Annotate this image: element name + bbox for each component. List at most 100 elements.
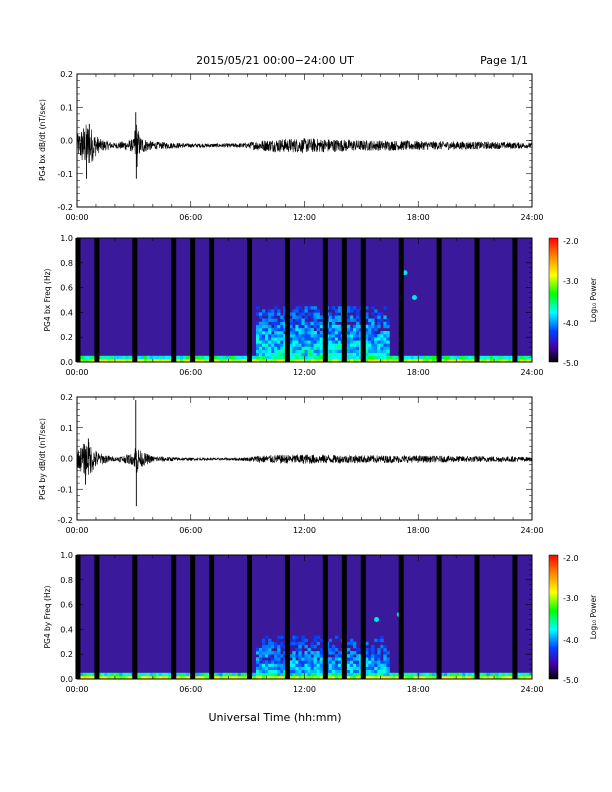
spectrogram-cell — [519, 358, 524, 363]
spectrogram-cell — [271, 321, 275, 326]
spectrogram-cell — [319, 352, 323, 357]
spectrogram-cell — [328, 663, 333, 667]
spectrogram-cell — [146, 675, 151, 680]
spectrogram-cell — [331, 324, 336, 329]
spectrogram-cell — [280, 660, 284, 664]
spectrogram-cell — [350, 663, 354, 667]
spectrogram-cell — [152, 355, 157, 360]
spectrogram-cell — [304, 340, 308, 344]
y-tick-label: 0.2 — [60, 333, 73, 342]
spectrogram-cell — [259, 663, 263, 667]
spectrogram-cell — [365, 334, 369, 338]
spectrogram-cell — [337, 675, 342, 680]
spectrogram-cell — [383, 644, 387, 649]
y-axis-label: PG4 bx Freq (Hz) — [43, 268, 52, 331]
spectrogram-cell — [365, 343, 369, 347]
spectrogram-cell — [371, 358, 375, 363]
spectrogram-cell — [434, 358, 439, 363]
spectrogram-cell — [277, 651, 281, 655]
spectrogram-cell — [274, 334, 278, 338]
spectrogram-cell — [268, 355, 272, 360]
spectrogram-cell — [259, 324, 263, 329]
spectrogram-cell — [289, 654, 293, 658]
spectrogram-cell — [471, 675, 475, 680]
spectrogram-cell — [356, 315, 360, 319]
spectrogram-cell — [331, 334, 336, 338]
spectrogram-cell — [334, 666, 339, 670]
spectrogram-cell — [277, 340, 281, 344]
spectrogram-cell — [262, 654, 266, 658]
spectrogram-cell — [404, 355, 408, 360]
spectrogram-cell — [422, 672, 427, 677]
spectrogram-cell — [313, 358, 317, 363]
spectrogram-cell — [310, 349, 314, 353]
spectrogram-cell — [289, 669, 293, 674]
spectrogram-cell — [277, 343, 281, 347]
spectrogram-cell — [304, 638, 308, 643]
spectrogram-cell — [504, 358, 509, 363]
spectrogram-cell — [334, 355, 339, 360]
spectrogram-cell — [319, 315, 323, 319]
spectrogram-cell — [219, 675, 223, 680]
spectrogram-cell — [328, 355, 333, 360]
spectrogram-cell — [222, 358, 226, 363]
spectrogram-cell — [268, 641, 272, 646]
spectrogram-cell — [337, 672, 342, 677]
spectrogram-cell — [434, 672, 439, 677]
spectrogram-cell — [265, 648, 269, 652]
spectrogram-cell — [262, 309, 266, 313]
spectrogram-cell — [237, 675, 242, 680]
spectrogram-cell — [337, 663, 342, 667]
spectrogram-cell — [489, 675, 493, 680]
data-gap-stripe — [190, 238, 196, 362]
spectrogram-cell — [101, 675, 105, 680]
spectrogram-cell — [334, 657, 339, 661]
spectrogram-cell — [313, 315, 317, 319]
spectrogram-cell — [292, 635, 296, 639]
spectrogram-cell — [198, 358, 202, 363]
spectrogram-cell — [374, 660, 378, 664]
spectrogram-cell — [277, 324, 281, 329]
spectrogram-cell — [89, 675, 93, 680]
spectrogram-cell — [486, 672, 490, 677]
spectrogram-cell — [310, 644, 314, 649]
spectrogram-cell — [265, 644, 269, 649]
spectrogram-cell — [350, 337, 354, 341]
data-gap-stripe — [171, 238, 177, 362]
spectrogram-cell — [262, 318, 266, 322]
spectrogram-cell — [289, 318, 293, 322]
spectrogram-cell — [289, 358, 293, 363]
spectrogram-cell — [313, 355, 317, 360]
spectrogram-cell — [356, 312, 360, 316]
spectrogram-cell — [319, 651, 323, 655]
spectrogram-cell — [356, 657, 360, 661]
spectrogram-cell — [365, 660, 369, 664]
series-line — [76, 442, 533, 476]
spectrogram-cell — [110, 672, 114, 677]
spectrogram-cell — [262, 355, 266, 360]
spectrogram-cell — [313, 654, 317, 658]
spectrogram-cell — [316, 309, 320, 313]
spectrogram-cell — [298, 355, 302, 360]
spectrogram-cell — [334, 346, 339, 350]
spectrogram-cell — [371, 343, 375, 347]
spectrogram-cell — [268, 651, 272, 655]
spectrogram-cell — [310, 306, 314, 310]
spectrogram-cell — [292, 349, 296, 353]
spectrogram-cell — [137, 672, 141, 677]
spectrogram-cell — [116, 672, 120, 677]
spectrogram-cell — [456, 355, 460, 360]
spectrogram-cell — [337, 318, 342, 322]
series-line — [76, 124, 533, 168]
spectrogram-cell — [292, 675, 296, 680]
spectrogram-cell — [522, 675, 527, 680]
spectrogram-cell — [374, 657, 378, 661]
spectrogram-cell — [371, 672, 375, 677]
spectrogram-cell — [380, 318, 384, 322]
spectrogram-cell — [313, 666, 317, 670]
spectrogram-cell — [371, 312, 375, 316]
spectrogram-cell — [298, 663, 302, 667]
spectrogram-cell — [365, 315, 369, 319]
spectrogram-cell — [280, 337, 284, 341]
spectrogram-cell — [271, 309, 275, 313]
